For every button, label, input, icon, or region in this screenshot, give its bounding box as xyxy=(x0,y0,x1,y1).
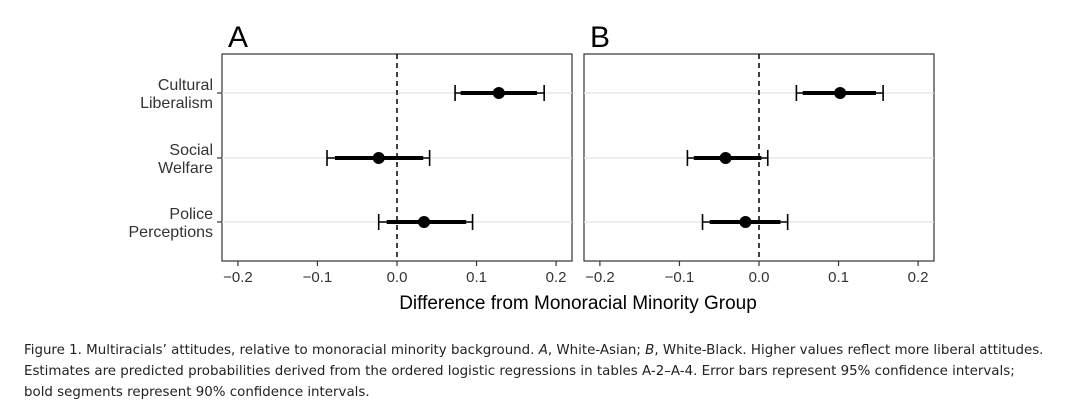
point-estimate xyxy=(372,152,385,164)
caption-text-3: , White-Black. Higher values reflect mor… xyxy=(24,343,1044,400)
x-tick-label: 0.0 xyxy=(387,269,408,286)
category-label-social-welfare: Social Welfare xyxy=(158,142,213,177)
category-label-police-perceptions: Police Perceptions xyxy=(129,206,214,241)
category-label-cultural-liberalism: Cultural Liberalism xyxy=(140,77,213,112)
x-tick-label: −0.2 xyxy=(223,269,253,286)
point-estimate xyxy=(418,216,431,228)
panel-label: B xyxy=(590,21,610,54)
estimate-cultural-liberalism xyxy=(454,85,545,101)
point-estimate xyxy=(739,216,752,228)
x-tick-label: 0.0 xyxy=(749,269,770,286)
caption-a-label: A xyxy=(538,343,548,358)
x-tick-label: −0.1 xyxy=(665,269,695,286)
point-estimate xyxy=(492,87,505,99)
panel-a xyxy=(221,53,573,266)
x-tick-label: 0.2 xyxy=(908,269,929,286)
estimate-police-perceptions xyxy=(377,214,474,230)
category-label-line: Liberalism xyxy=(140,95,213,112)
x-tick-label: −0.2 xyxy=(585,269,615,286)
x-axis-title: Difference from Monoracial Minority Grou… xyxy=(399,293,757,314)
x-tick-label: 0.1 xyxy=(466,269,487,286)
forest-plot-figure: A −0.2 −0.1 0.0 0.1 0.2 B −0.2 −0.1 0.0 0.1 0.2 Cult… xyxy=(129,21,935,314)
caption-figure-label: Figure 1. xyxy=(24,343,82,358)
estimate-cultural-liberalism xyxy=(795,85,884,101)
point-estimate xyxy=(719,152,732,164)
x-tick-label: −0.1 xyxy=(303,269,333,286)
estimate-social-welfare xyxy=(686,150,769,166)
caption-text-2: , White-Asian; xyxy=(547,343,646,358)
category-label-line: Social xyxy=(169,142,213,159)
caption-text-1: Multiracials’ attitudes, relative to mon… xyxy=(81,343,539,358)
estimate-social-welfare xyxy=(326,150,431,166)
estimate-police-perceptions xyxy=(701,214,789,230)
panel-label: A xyxy=(228,21,248,54)
point-estimate xyxy=(834,87,847,99)
x-tick-label: 0.2 xyxy=(546,269,567,286)
category-label-line: Cultural xyxy=(158,77,213,94)
figure-caption: Figure 1. Multiracials’ attitudes, relat… xyxy=(24,340,1044,403)
category-label-line: Welfare xyxy=(158,160,213,177)
category-label-line: Police xyxy=(169,206,213,223)
category-label-line: Perceptions xyxy=(129,224,214,241)
caption-b-label: B xyxy=(645,343,655,358)
panel-b xyxy=(583,53,935,266)
x-tick-label: 0.1 xyxy=(828,269,849,286)
